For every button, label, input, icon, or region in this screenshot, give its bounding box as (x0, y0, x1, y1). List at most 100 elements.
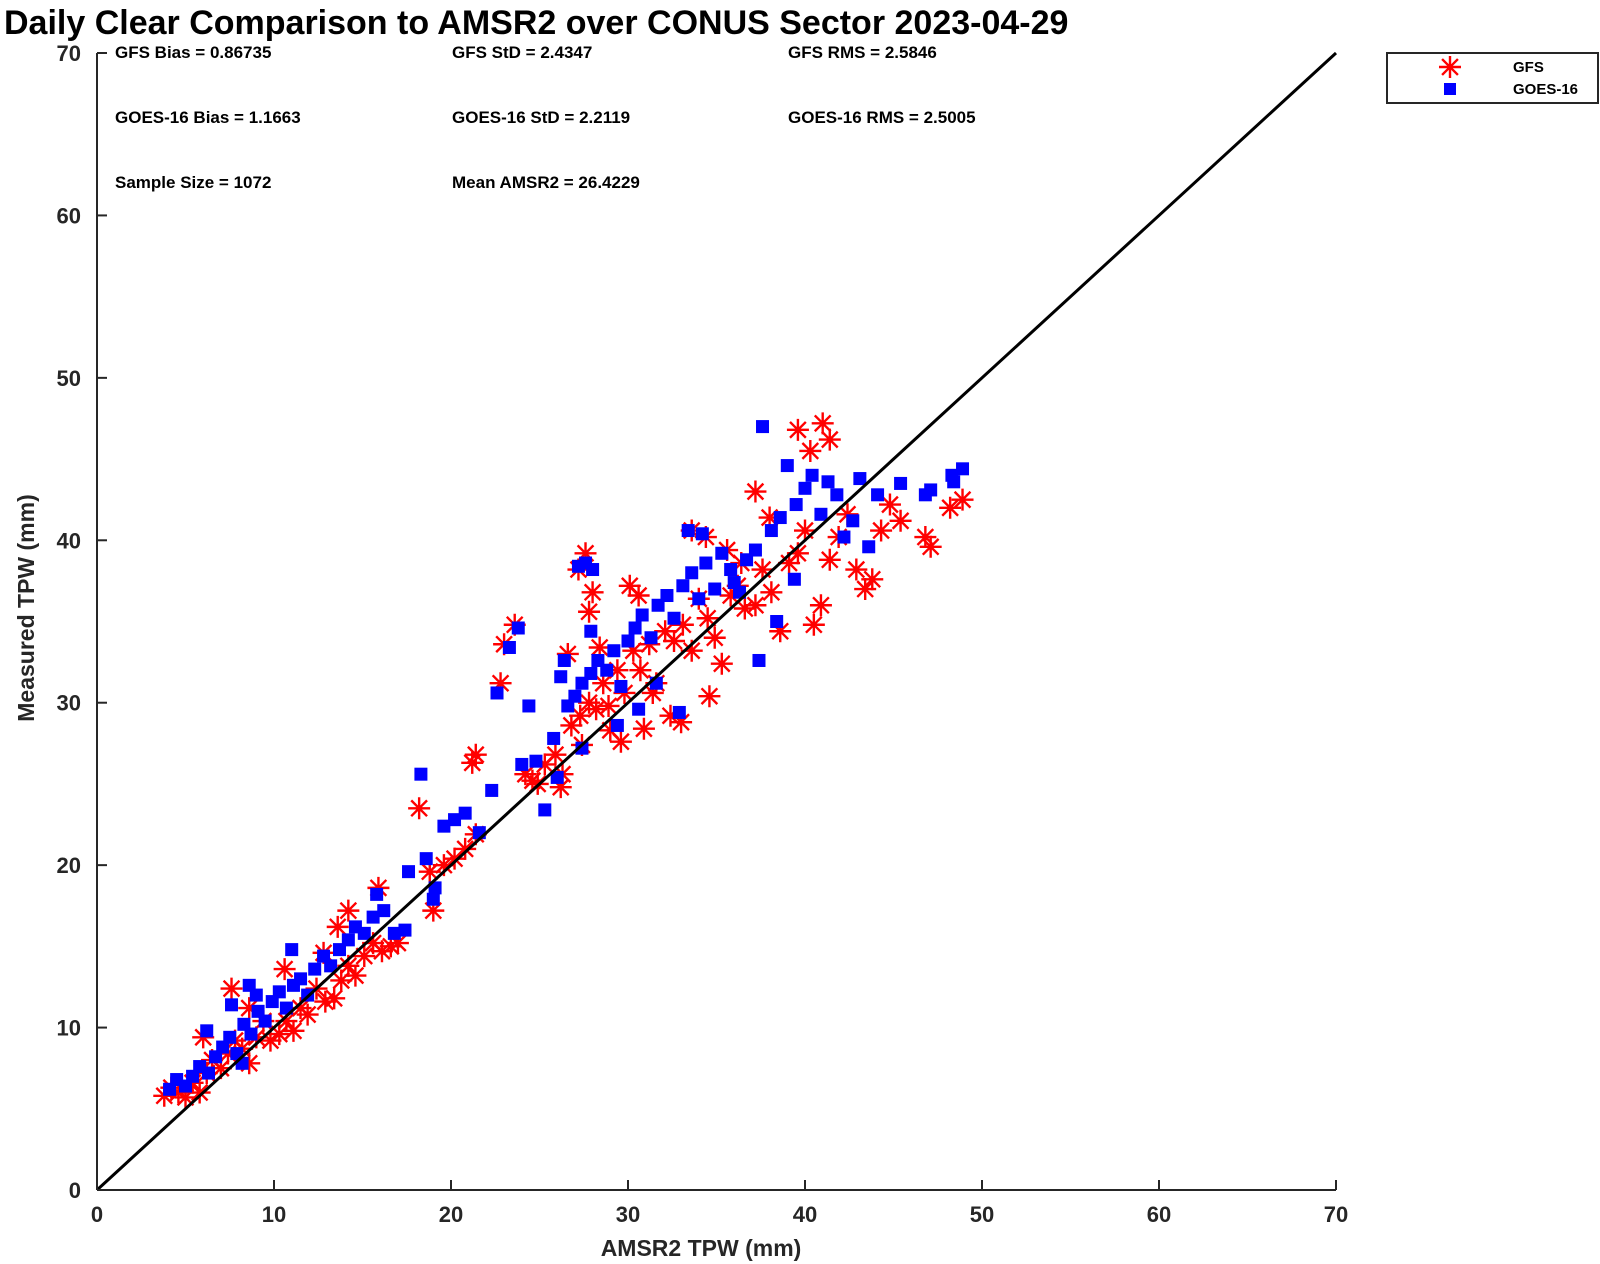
goes16-point (614, 679, 628, 693)
goes16-point (308, 962, 322, 976)
goes16-point (244, 1027, 258, 1041)
y-tick-label: 10 (57, 1016, 81, 1041)
gfs-point (703, 626, 726, 649)
gfs-point (696, 607, 719, 630)
gfs-point (861, 568, 884, 591)
goes16-point (370, 887, 384, 901)
goes16-point (667, 611, 681, 625)
goes16-point (485, 783, 499, 797)
legend-gfs-label: GFS (1513, 59, 1544, 76)
legend-box (1386, 52, 1599, 104)
gfs-point (443, 847, 466, 870)
stat-goes-rms: GOES-16 RMS = 2.5005 (788, 108, 976, 127)
gfs-point (422, 899, 445, 922)
gfs-point (878, 493, 901, 516)
goes16-point (458, 806, 472, 820)
gfs-point (670, 711, 693, 734)
gfs-point (544, 743, 567, 766)
gfs-point (951, 488, 974, 511)
gfs-point (710, 652, 733, 675)
legend: GFS GOES-16 (1386, 52, 1599, 104)
goes16-point (672, 705, 686, 719)
gfs-point (560, 714, 583, 737)
gfs-point (854, 578, 877, 601)
goes16-point (529, 754, 543, 768)
gfs-point (238, 1052, 261, 1075)
gfs-point (622, 639, 645, 662)
goes16-point (586, 563, 600, 577)
goes16-point (798, 481, 812, 495)
stat-gfs-rms: GFS RMS = 2.5846 (788, 43, 937, 62)
legend-goes16-square (1444, 83, 1456, 95)
gfs-point (418, 860, 441, 883)
gfs-point (627, 584, 650, 607)
gfs-point (733, 597, 756, 620)
gfs-point (818, 548, 841, 571)
gfs-point (273, 958, 296, 981)
gfs-point (533, 753, 556, 776)
gfs-point (353, 945, 376, 968)
y-axis-ticks: 0 10 20 30 40 50 60 70 (57, 41, 107, 1203)
gfs-point (386, 932, 409, 955)
gfs-point (632, 717, 655, 740)
goes16-point (225, 998, 239, 1012)
gfs-point (778, 552, 801, 575)
goes16-point (502, 640, 516, 654)
gfs-point (671, 613, 694, 636)
goes16-point (830, 488, 844, 502)
goes16-point (692, 592, 706, 606)
legend-gfs-asterisk (1439, 56, 1461, 78)
goes16-point (748, 543, 762, 557)
goes16-point (780, 459, 794, 473)
goes16-point (924, 483, 938, 497)
gfs-point (845, 558, 868, 581)
gfs-point (744, 594, 767, 617)
goes16-point (437, 819, 451, 833)
stat-mean-amsr2: Mean AMSR2 = 26.4229 (452, 173, 640, 192)
goes16-point (752, 653, 766, 667)
goes16-point (448, 813, 462, 827)
gfs-point (408, 797, 431, 820)
goes16-point (770, 615, 784, 628)
gfs-point (811, 412, 834, 435)
goes16-point (660, 589, 674, 603)
plot-area: 0 10 20 30 40 50 60 70 0 10 20 30 40 50 60 70 (57, 41, 1349, 1227)
gfs-point (919, 535, 942, 558)
gfs-point (654, 620, 677, 643)
gfs-point (323, 987, 346, 1010)
goes16-point (387, 926, 401, 940)
goes16-point (366, 910, 380, 924)
y-axis-label: Measured TPW (mm) (13, 494, 39, 721)
goes16-point (515, 757, 529, 771)
legend-goes16-label: GOES-16 (1513, 81, 1578, 98)
gfs-point (275, 1010, 298, 1033)
goes16-point (200, 1024, 214, 1038)
goes16-point (202, 1066, 216, 1080)
gfs-point (744, 480, 767, 503)
goes16-point (708, 582, 722, 596)
gfs-point (609, 730, 632, 753)
gfs-point (238, 997, 261, 1020)
goes16-point (814, 507, 828, 521)
gfs-point (521, 769, 544, 792)
goes16-point (600, 663, 614, 677)
gfs-point (786, 418, 809, 441)
gfs-point (220, 977, 243, 1000)
goes16-series (163, 420, 970, 1096)
goes16-point (676, 579, 690, 593)
gfs-point (578, 600, 601, 623)
goes16-point (610, 718, 624, 732)
goes16-point (787, 572, 801, 586)
gfs-point (370, 940, 393, 963)
y-tick-label: 20 (57, 853, 81, 878)
gfs-point (659, 704, 682, 727)
gfs-point (939, 496, 962, 519)
goes16-point (223, 1030, 237, 1044)
gfs-point (362, 932, 385, 955)
goes16-point (699, 556, 713, 570)
gfs-point (794, 519, 816, 542)
goes16-point (837, 530, 851, 544)
gfs-point (585, 698, 608, 721)
goes16-point (584, 624, 598, 638)
